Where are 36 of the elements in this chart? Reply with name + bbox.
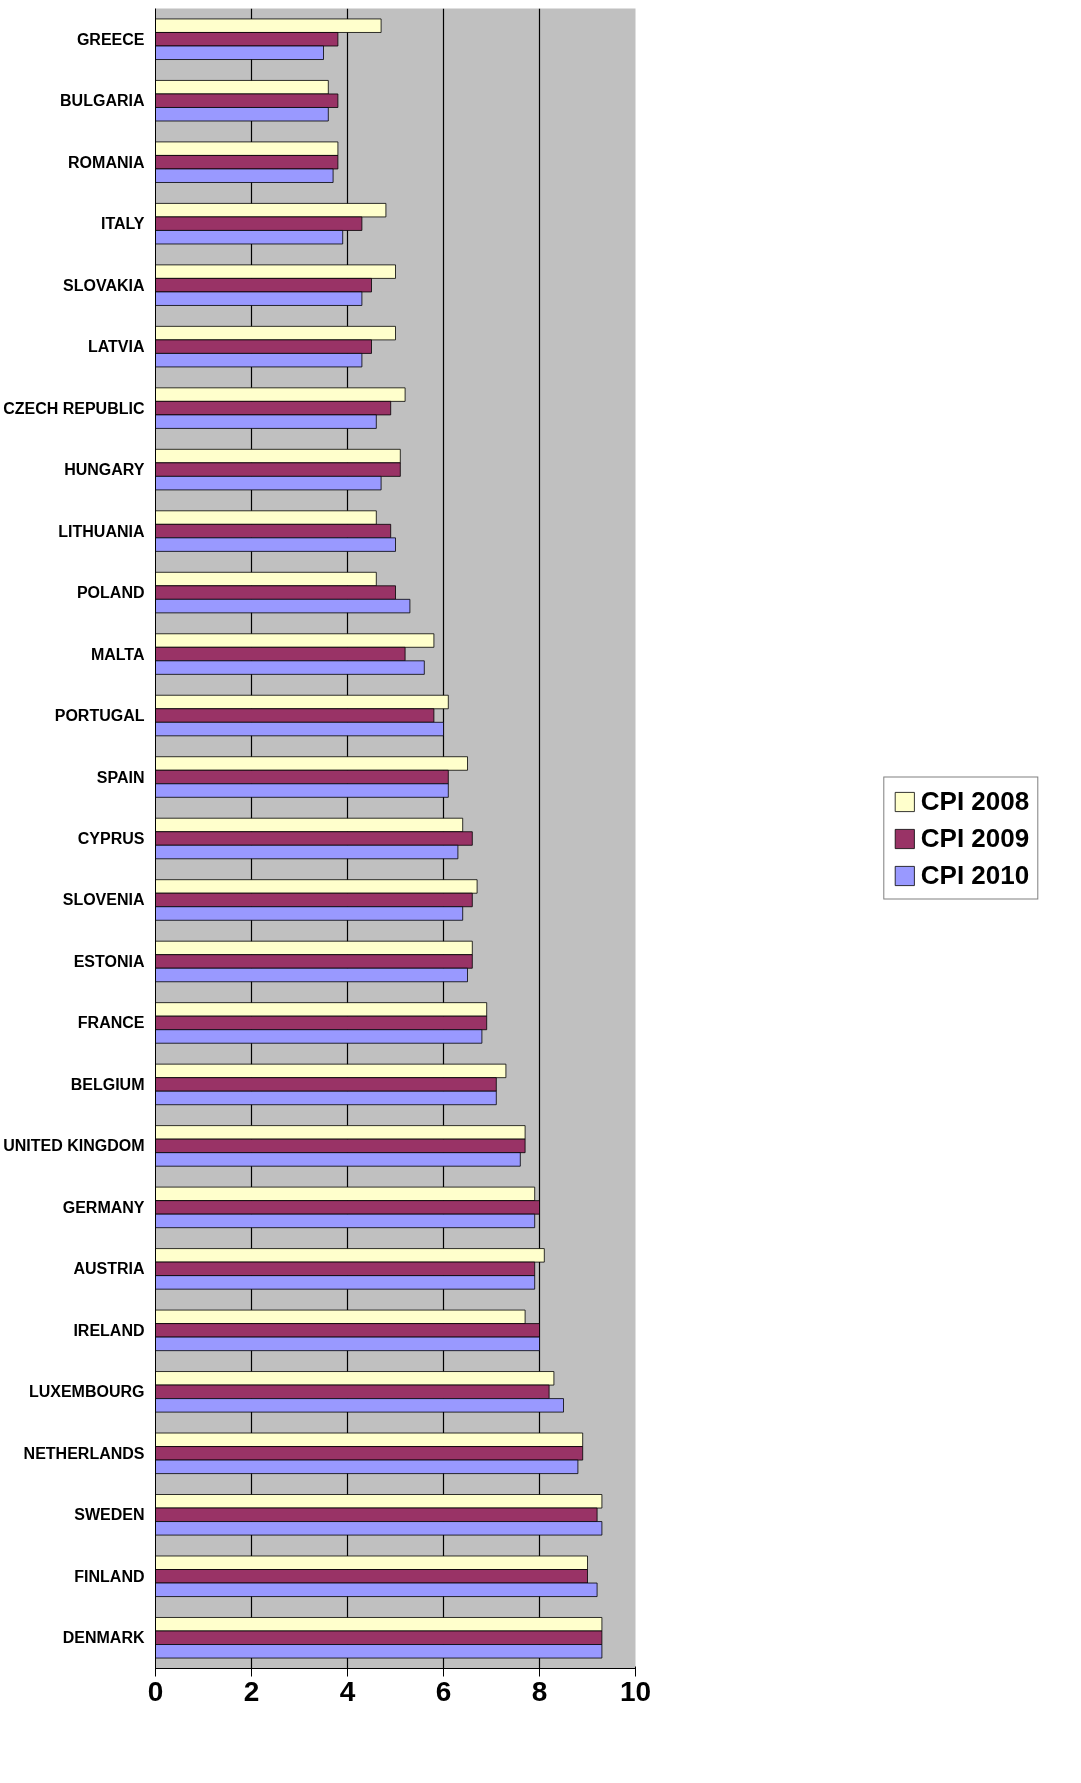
y-tick-label: GERMANY: [62, 1198, 145, 1216]
x-tick-label: 4: [339, 1675, 356, 1707]
y-tick-label: FRANCE: [77, 1014, 145, 1032]
y-tick-label: POLAND: [76, 584, 145, 602]
y-tick-label: GREECE: [76, 30, 145, 48]
y-tick-label: ROMANIA: [68, 153, 145, 171]
y-tick-label: LATVIA: [87, 338, 145, 356]
y-tick-label: HUNGARY: [64, 461, 145, 479]
y-tick-label: IRELAND: [73, 1321, 145, 1339]
y-tick-label: LUXEMBOURG: [28, 1383, 145, 1401]
y-tick-label: MALTA: [90, 645, 145, 663]
y-tick-label: LITHUANIA: [58, 522, 145, 540]
legend-label: CPI 2009: [920, 822, 1030, 854]
y-tick-label: NETHERLANDS: [23, 1444, 145, 1462]
x-tick-label: 0: [147, 1675, 164, 1707]
y-tick-label: PORTUGAL: [54, 707, 145, 725]
x-tick-label: 8: [531, 1675, 548, 1707]
y-tick-label: CZECH REPUBLIC: [3, 399, 145, 417]
legend-label: CPI 2010: [920, 859, 1030, 891]
x-tick-label: 6: [435, 1675, 452, 1707]
x-tick-label: 2: [243, 1675, 260, 1707]
y-tick-label: SLOVENIA: [62, 891, 145, 909]
y-tick-label: DENMARK: [62, 1629, 145, 1647]
y-tick-label: ESTONIA: [73, 952, 145, 970]
y-tick-label: SWEDEN: [74, 1506, 145, 1524]
y-tick-label: SPAIN: [96, 768, 145, 786]
legend-label: CPI 2008: [920, 785, 1030, 817]
y-tick-label: UNITED KINGDOM: [3, 1137, 145, 1155]
y-tick-label: BELGIUM: [70, 1075, 145, 1093]
y-tick-label: SLOVAKIA: [63, 276, 145, 294]
y-tick-label: FINLAND: [74, 1567, 145, 1585]
y-tick-label: ITALY: [100, 215, 145, 233]
y-tick-label: BULGARIA: [60, 92, 145, 110]
y-tick-label: CYPRUS: [77, 830, 145, 847]
y-tick-label: AUSTRIA: [73, 1260, 145, 1278]
x-tick-label: 10: [619, 1675, 652, 1707]
